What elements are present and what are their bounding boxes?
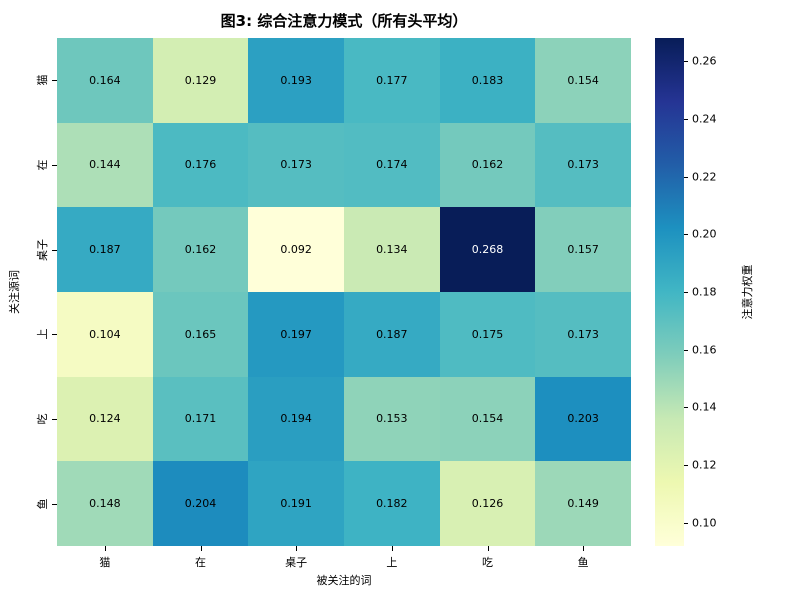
colorbar-tick-label: 0.14	[692, 400, 717, 414]
x-tick-mark	[200, 546, 202, 551]
heatmap-cell: 0.173	[248, 122, 344, 208]
x-tick-mark	[487, 546, 489, 551]
x-tick-mark	[296, 546, 298, 551]
colorbar-tick-label: 0.16	[692, 343, 717, 357]
y-tick-mark	[52, 334, 57, 336]
colorbar-tick-label: 0.26	[692, 54, 717, 68]
colorbar-tick-mark	[684, 465, 688, 467]
heatmap-cell: 0.164	[57, 38, 153, 123]
heatmap-cell: 0.148	[57, 461, 153, 546]
heatmap-cell: 0.162	[439, 122, 536, 208]
x-tick-label: 在	[195, 556, 206, 569]
colorbar-label: 注意力权重	[741, 264, 754, 320]
heatmap-cell: 0.134	[343, 207, 440, 292]
heatmap-cell: 0.157	[535, 207, 631, 292]
heatmap-cell: 0.124	[57, 376, 153, 462]
y-tick-label: 鱼	[36, 498, 49, 510]
x-tick-mark	[391, 546, 393, 551]
y-tick-label: 桌子	[36, 238, 49, 261]
y-tick-mark	[52, 503, 57, 505]
heatmap-cell: 0.182	[343, 461, 440, 546]
colorbar-tick-label: 0.24	[692, 112, 717, 126]
heatmap-cell: 0.187	[57, 207, 153, 292]
y-tick-mark	[52, 249, 57, 251]
y-tick-mark	[52, 80, 57, 82]
heatmap-cell: 0.175	[439, 291, 536, 377]
heatmap-cell: 0.191	[248, 461, 344, 546]
heatmap-cell: 0.174	[343, 122, 440, 208]
heatmap-cell: 0.194	[248, 376, 344, 462]
colorbar-tick-mark	[684, 349, 688, 351]
x-tick-label: 吃	[482, 556, 493, 569]
colorbar-tick-mark	[684, 234, 688, 236]
heatmap-cell: 0.104	[57, 291, 153, 377]
heatmap-cell: 0.173	[535, 122, 631, 208]
y-tick-label: 上	[36, 328, 49, 340]
y-axis-label: 关注源词	[8, 270, 21, 314]
colorbar-tick-mark	[684, 522, 688, 524]
colorbar-tick-mark	[684, 292, 688, 293]
heatmap-cell: 0.144	[57, 122, 153, 208]
heatmap-cell: 0.268	[439, 207, 536, 292]
heatmap-cell: 0.193	[248, 38, 344, 123]
heatmap-cell: 0.183	[439, 38, 536, 123]
colorbar-tick-label: 0.20	[692, 227, 717, 241]
x-tick-label: 猫	[99, 556, 111, 569]
heatmap-cell: 0.176	[152, 122, 249, 208]
x-tick-label: 上	[386, 556, 398, 569]
heatmap-cell: 0.149	[535, 461, 631, 546]
heatmap-cell: 0.203	[535, 376, 631, 462]
y-tick-label: 在	[36, 159, 49, 171]
heatmap-cell: 0.165	[152, 291, 249, 377]
x-tick-label: 桌子	[285, 556, 308, 569]
heatmap-cell: 0.197	[248, 291, 344, 377]
colorbar-tick-mark	[684, 118, 688, 120]
chart-title: 图3: 综合注意力模式（所有头平均）	[220, 12, 468, 30]
heatmap-grid: 0.164 0.129 0.193 0.177 0.183 0.154 0.144 0.176…	[57, 38, 631, 546]
colorbar-tick-mark	[684, 61, 688, 63]
y-tick-mark	[52, 419, 57, 420]
y-tick-label: 吃	[36, 413, 49, 425]
colorbar-tick-label: 0.12	[692, 458, 717, 472]
heatmap-cell: 0.154	[535, 38, 631, 123]
colorbar-tick-label: 0.10	[692, 516, 717, 530]
colorbar-tick-mark	[684, 407, 688, 409]
heatmap-cell: 0.126	[439, 461, 536, 546]
heatmap-cell: 0.154	[439, 376, 536, 462]
heatmap-cell: 0.173	[535, 291, 631, 377]
heatmap-cell: 0.177	[343, 38, 440, 123]
x-tick-label: 鱼	[577, 556, 589, 569]
heatmap-cell: 0.092	[248, 207, 344, 292]
heatmap-cell: 0.204	[152, 461, 249, 546]
heatmap-cell: 0.187	[343, 291, 440, 377]
x-tick-mark	[583, 546, 585, 551]
x-tick-mark	[104, 546, 106, 551]
y-tick-mark	[52, 165, 57, 166]
heatmap-cell: 0.153	[343, 376, 440, 462]
colorbar	[655, 38, 684, 546]
y-tick-label: 猫	[36, 74, 49, 86]
x-axis-label: 被关注的词	[316, 574, 372, 587]
heatmap-cell: 0.129	[152, 38, 249, 123]
heatmap-cell: 0.162	[152, 207, 249, 292]
heatmap-cell: 0.171	[152, 376, 249, 462]
colorbar-tick-mark	[684, 176, 688, 178]
colorbar-tick-label: 0.22	[692, 170, 717, 184]
colorbar-tick-label: 0.18	[692, 285, 717, 299]
